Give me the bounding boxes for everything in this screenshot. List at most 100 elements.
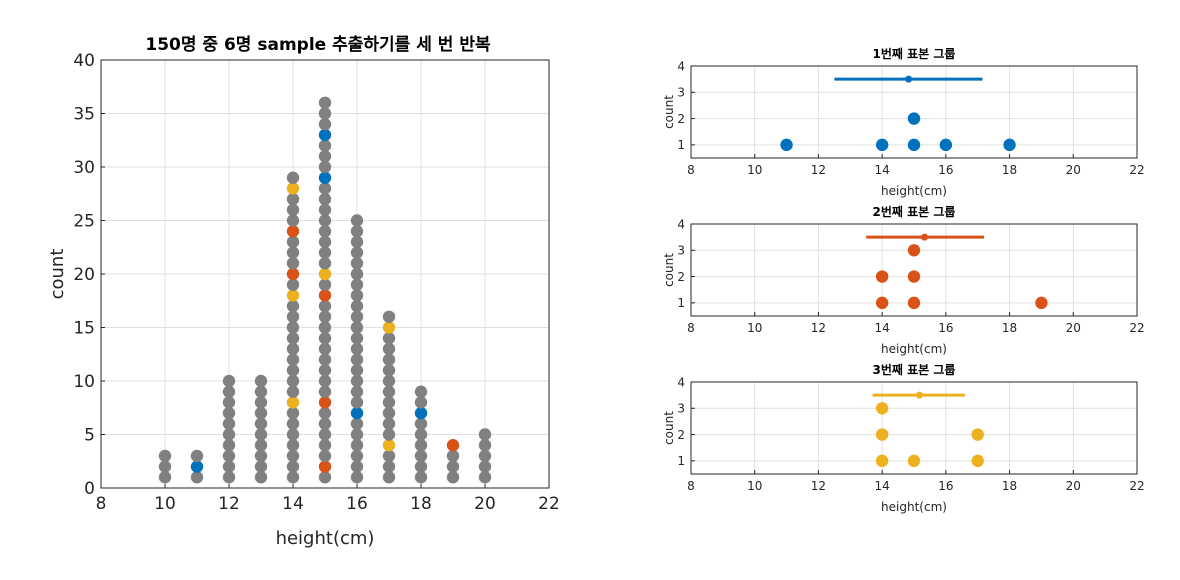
main-chart-point	[222, 439, 236, 452]
main-chart-point	[318, 118, 332, 131]
main-chart-point	[286, 278, 300, 291]
main-chart-point	[254, 385, 268, 398]
main-chart-point	[318, 160, 332, 174]
x-tick-label: 18	[1002, 479, 1017, 493]
subplot-2-axes-box	[690, 223, 1138, 317]
main-chart-point	[318, 214, 332, 227]
main-chart-point	[286, 246, 300, 259]
main-chart-point	[318, 278, 332, 291]
subplot-2-x-ticks: 8 10 12 14 16 18 20 22	[687, 312, 1145, 335]
main-chart-point	[350, 364, 364, 377]
subplot-1-title: 1번째 표본 그룹	[873, 46, 956, 61]
main-chart-point	[190, 460, 204, 473]
subplot-2-point	[907, 270, 921, 283]
main-chart-point	[382, 385, 396, 398]
x-tick-label: 18	[1002, 163, 1017, 177]
subplot-2-points	[875, 244, 1048, 310]
main-chart-point	[222, 449, 236, 463]
main-chart-point	[350, 396, 364, 409]
main-chart-point	[446, 460, 460, 473]
subplot-1-errorbar	[834, 75, 983, 83]
main-chart-point	[382, 321, 396, 334]
main-chart-point	[286, 257, 300, 270]
main-chart-point	[318, 139, 332, 152]
y-tick-label: 2	[677, 428, 685, 442]
main-chart-point	[350, 460, 364, 473]
main-chart-point	[254, 428, 268, 441]
subplot-3-x-ticks: 8 10 12 14 16 18 20 22	[687, 470, 1145, 493]
x-tick-label: 20	[1066, 321, 1081, 335]
subplot-2-point	[907, 244, 921, 257]
main-chart-point	[318, 289, 332, 302]
y-tick-label: 1	[677, 138, 685, 152]
y-tick-label: 25	[73, 212, 95, 232]
x-tick-label: 8	[687, 479, 695, 493]
main-chart-point	[414, 439, 428, 452]
x-tick-label: 20	[474, 494, 496, 514]
subplot-3-point	[875, 428, 889, 441]
main-chart-point	[318, 374, 332, 388]
main-chart-point	[414, 449, 428, 463]
main-chart-point	[318, 364, 332, 377]
main-chart-point	[254, 406, 268, 420]
subplot-3-point	[971, 454, 984, 468]
main-chart-point	[318, 310, 332, 323]
subplot-2-point	[875, 296, 889, 310]
main-chart-point	[350, 385, 364, 398]
main-chart-point	[318, 321, 332, 334]
main-chart-point	[318, 406, 332, 420]
subplot-3-points	[875, 402, 984, 468]
x-tick-label: 18	[1002, 321, 1017, 335]
y-tick-label: 0	[84, 479, 95, 499]
main-chart-point	[318, 439, 332, 452]
main-chart-point	[222, 417, 236, 430]
main-chart-point	[286, 385, 300, 398]
main-chart-point	[414, 471, 428, 484]
errorbar-mean	[905, 75, 913, 83]
main-chart-point	[318, 225, 332, 238]
main-chart-point	[414, 460, 428, 473]
main-chart-point	[382, 449, 396, 463]
main-chart-point	[318, 257, 332, 270]
y-tick-label: 35	[73, 105, 95, 125]
main-chart-point	[318, 342, 332, 356]
subplot-3-point	[971, 428, 984, 441]
main-chart-point	[190, 471, 204, 484]
main-chart-point	[446, 471, 460, 484]
main-chart-point	[286, 460, 300, 473]
subplot-2-errorbar	[866, 233, 985, 241]
subplot-1-points	[780, 112, 1016, 152]
y-tick-label: 2	[677, 112, 685, 126]
main-chart-point	[254, 449, 268, 463]
main-chart-point	[414, 396, 428, 409]
main-chart-point	[318, 203, 332, 216]
main-chart-point	[318, 471, 332, 484]
main-chart-point	[286, 321, 300, 334]
main-chart-point	[382, 471, 396, 484]
main-chart-point	[350, 235, 364, 249]
main-chart-point	[350, 289, 364, 302]
main-chart-point	[318, 171, 332, 184]
subplot-2-x-label: height(cm)	[881, 342, 947, 356]
subplot-1-point	[907, 112, 921, 125]
main-chart-point	[382, 396, 396, 409]
main-chart-point	[318, 128, 332, 142]
main-chart-point	[222, 385, 236, 398]
main-chart-point	[382, 353, 396, 366]
main-chart-point	[414, 428, 428, 441]
x-tick-label: 16	[938, 479, 953, 493]
main-chart-point	[382, 374, 396, 388]
subplot-1-point	[939, 138, 953, 152]
subplot-3-title: 3번째 표본 그룹	[873, 362, 956, 377]
main-chart-point	[286, 353, 300, 366]
x-tick-label: 12	[811, 321, 826, 335]
main-chart-point	[286, 289, 300, 302]
x-tick-label: 12	[218, 494, 240, 514]
main-chart-point	[318, 428, 332, 441]
y-tick-label: 5	[84, 426, 95, 446]
y-tick-label: 3	[677, 402, 685, 416]
main-chart-point	[478, 471, 492, 484]
subplot-3-axes-box	[690, 381, 1138, 475]
main-chart-point	[350, 428, 364, 441]
